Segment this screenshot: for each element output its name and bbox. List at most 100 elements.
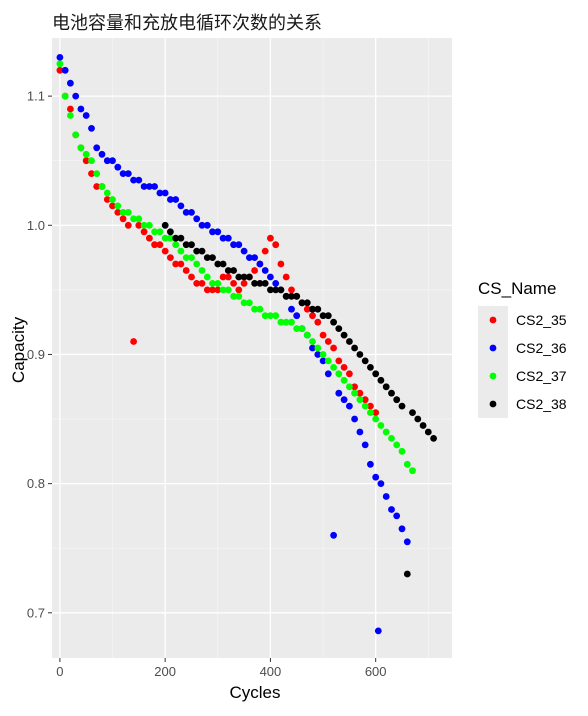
data-point-cs2_35 bbox=[219, 273, 227, 281]
data-point-cs2_36 bbox=[356, 428, 364, 436]
data-point-cs2_36 bbox=[88, 124, 95, 132]
data-point-cs2_38 bbox=[188, 241, 195, 249]
data-point-cs2_37 bbox=[193, 260, 201, 268]
data-point-cs2_36 bbox=[156, 189, 164, 197]
data-point-cs2_38 bbox=[377, 376, 385, 384]
legend-key-cs2_36 bbox=[489, 344, 497, 352]
data-point-cs2_37 bbox=[409, 467, 416, 475]
data-point-cs2_37 bbox=[346, 383, 353, 391]
data-point-cs2_38 bbox=[272, 286, 280, 294]
data-point-cs2_36 bbox=[403, 538, 411, 546]
data-point-cs2_36 bbox=[135, 176, 143, 184]
data-point-cs2_38 bbox=[414, 415, 422, 423]
chart-title: 电池容量和充放电循环次数的关系 bbox=[52, 13, 322, 34]
data-point-cs2_38 bbox=[267, 286, 274, 294]
data-point-cs2_36 bbox=[130, 176, 138, 184]
data-point-cs2_37 bbox=[88, 157, 95, 165]
data-point-cs2_36 bbox=[361, 441, 369, 449]
data-point-cs2_38 bbox=[198, 247, 206, 255]
data-point-cs2_37 bbox=[314, 344, 322, 352]
data-point-cs2_37 bbox=[288, 318, 295, 326]
data-point-cs2_36 bbox=[219, 234, 227, 242]
data-point-cs2_38 bbox=[372, 370, 380, 378]
data-point-cs2_37 bbox=[182, 254, 190, 261]
y-tick-label: 0.8 bbox=[27, 476, 45, 491]
data-point-cs2_35 bbox=[167, 254, 174, 261]
legend-label-cs2_35: CS2_35 bbox=[516, 312, 567, 328]
data-point-cs2_36 bbox=[398, 525, 406, 533]
data-point-cs2_38 bbox=[340, 331, 348, 339]
data-point-cs2_38 bbox=[214, 260, 222, 268]
data-point-cs2_35 bbox=[209, 286, 216, 294]
data-point-cs2_37 bbox=[67, 112, 74, 119]
x-tick-label: 600 bbox=[365, 664, 387, 679]
data-point-cs2_38 bbox=[356, 351, 364, 358]
data-point-cs2_37 bbox=[367, 409, 374, 416]
data-point-cs2_35 bbox=[324, 338, 332, 345]
data-point-cs2_37 bbox=[56, 60, 64, 68]
data-point-cs2_38 bbox=[219, 260, 227, 268]
data-point-cs2_37 bbox=[98, 183, 106, 190]
data-point-cs2_35 bbox=[88, 170, 95, 178]
data-point-cs2_37 bbox=[230, 292, 238, 300]
data-point-cs2_37 bbox=[140, 221, 148, 229]
data-point-cs2_38 bbox=[403, 570, 411, 578]
data-point-cs2_35 bbox=[93, 183, 101, 190]
data-point-cs2_35 bbox=[140, 228, 148, 236]
data-point-cs2_38 bbox=[277, 286, 285, 294]
data-point-cs2_38 bbox=[430, 435, 437, 442]
data-point-cs2_36 bbox=[198, 221, 206, 229]
data-point-cs2_37 bbox=[61, 92, 69, 100]
data-point-cs2_37 bbox=[167, 234, 174, 242]
data-point-cs2_36 bbox=[214, 228, 222, 236]
data-point-cs2_35 bbox=[367, 402, 374, 410]
data-point-cs2_36 bbox=[167, 196, 174, 203]
data-point-cs2_37 bbox=[219, 286, 227, 294]
data-point-cs2_36 bbox=[340, 396, 348, 404]
data-point-cs2_35 bbox=[82, 157, 90, 165]
data-point-cs2_38 bbox=[193, 247, 201, 255]
data-point-cs2_38 bbox=[388, 389, 395, 397]
data-point-cs2_38 bbox=[256, 280, 264, 287]
legend-key-cs2_37 bbox=[489, 372, 497, 380]
data-point-cs2_36 bbox=[372, 473, 380, 481]
data-point-cs2_36 bbox=[330, 531, 337, 539]
data-point-cs2_35 bbox=[288, 286, 295, 294]
data-point-cs2_35 bbox=[330, 344, 337, 352]
data-point-cs2_35 bbox=[188, 273, 195, 281]
data-point-cs2_37 bbox=[351, 389, 358, 397]
data-point-cs2_35 bbox=[203, 286, 211, 294]
data-point-cs2_37 bbox=[103, 189, 111, 197]
data-point-cs2_35 bbox=[67, 105, 74, 113]
data-point-cs2_36 bbox=[61, 66, 69, 74]
data-point-cs2_38 bbox=[246, 273, 253, 281]
data-point-cs2_38 bbox=[324, 312, 332, 320]
data-point-cs2_36 bbox=[103, 157, 111, 165]
y-tick-label: 0.9 bbox=[27, 347, 45, 362]
data-point-cs2_35 bbox=[182, 267, 190, 274]
data-point-cs2_37 bbox=[377, 422, 385, 429]
data-point-cs2_36 bbox=[77, 105, 85, 113]
data-point-cs2_35 bbox=[161, 247, 169, 255]
data-point-cs2_38 bbox=[346, 338, 353, 345]
data-point-cs2_37 bbox=[251, 305, 258, 313]
data-point-cs2_38 bbox=[335, 325, 343, 332]
data-point-cs2_37 bbox=[214, 280, 222, 287]
data-point-cs2_36 bbox=[109, 157, 116, 165]
data-point-cs2_37 bbox=[388, 435, 395, 442]
legend-key-background bbox=[478, 306, 508, 418]
data-point-cs2_38 bbox=[172, 234, 180, 242]
data-point-cs2_37 bbox=[224, 286, 232, 294]
data-point-cs2_37 bbox=[203, 273, 211, 281]
data-points bbox=[56, 54, 437, 635]
data-point-cs2_35 bbox=[151, 241, 159, 249]
data-point-cs2_35 bbox=[114, 209, 122, 216]
data-point-cs2_37 bbox=[72, 131, 80, 139]
data-point-cs2_38 bbox=[240, 273, 248, 281]
data-point-cs2_38 bbox=[182, 241, 190, 249]
data-point-cs2_37 bbox=[209, 280, 216, 287]
data-point-cs2_35 bbox=[156, 241, 164, 249]
data-point-cs2_36 bbox=[124, 170, 132, 178]
data-point-cs2_35 bbox=[109, 202, 116, 210]
data-point-cs2_36 bbox=[377, 480, 385, 487]
